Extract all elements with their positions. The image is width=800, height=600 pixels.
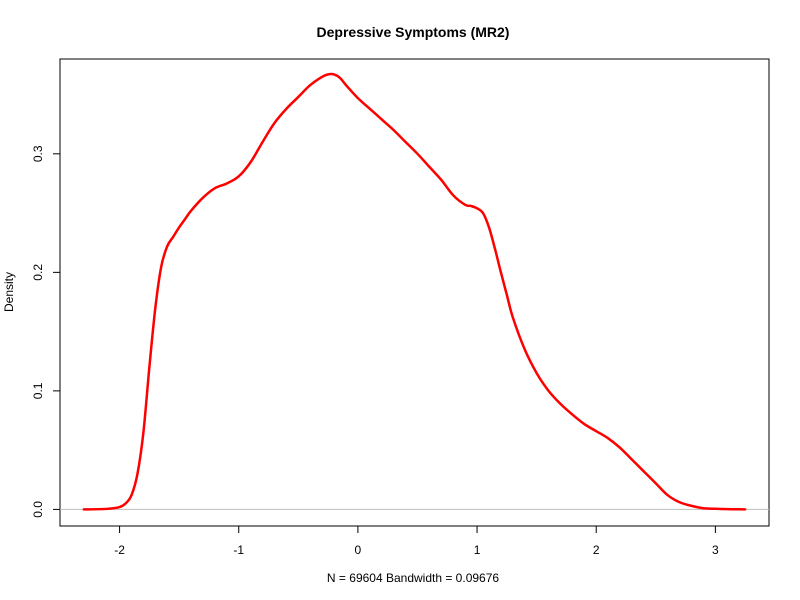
y-tick-label: 0.3: [31, 145, 45, 162]
plot-frame: [59, 58, 770, 527]
y-axis-label: Density: [2, 272, 16, 312]
y-tick-label: 0.0: [31, 501, 45, 518]
density-curve: [82, 72, 747, 511]
x-tick-label: 0: [355, 543, 362, 557]
x-tick-label: 3: [712, 543, 719, 557]
y-axis: 0.0 0.1 0.2 0.3: [31, 145, 60, 518]
x-tick-label: -1: [233, 543, 244, 557]
x-tick-label: 1: [474, 543, 481, 557]
x-tick-label: 2: [593, 543, 600, 557]
chart-title: Depressive Symptoms (MR2): [317, 24, 510, 40]
x-axis-label: N = 69604 Bandwidth = 0.09676: [327, 571, 499, 585]
x-tick-label: -2: [114, 543, 125, 557]
y-tick-label: 0.2: [31, 264, 45, 281]
y-tick-label: 0.1: [31, 382, 45, 399]
x-axis: -2 -1 0 1 2 3: [114, 526, 719, 557]
